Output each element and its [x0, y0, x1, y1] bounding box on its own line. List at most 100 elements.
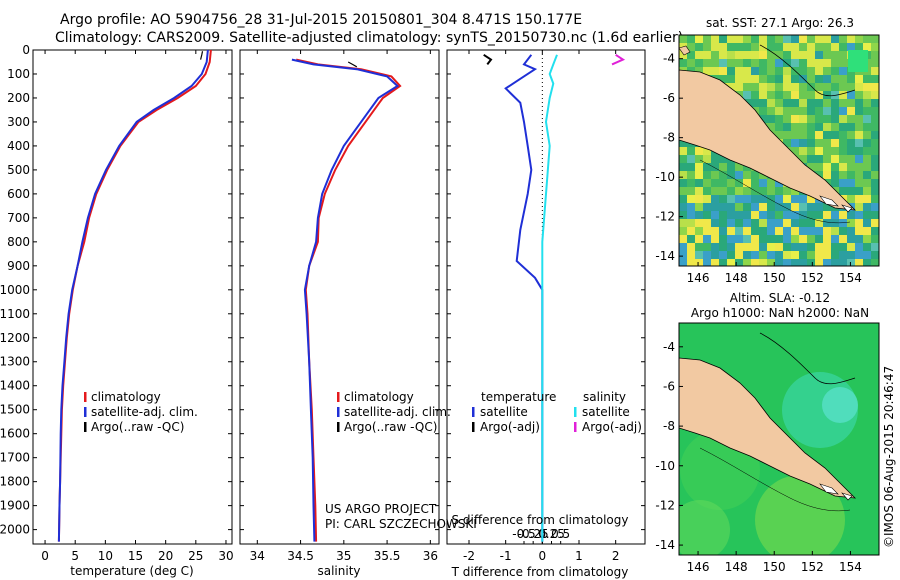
sst-cell: [823, 115, 831, 123]
map-x-tick-label: 146: [687, 560, 710, 574]
sst-cell: [767, 259, 775, 266]
sst-cell: [863, 107, 871, 115]
series-line-satellite: [291, 58, 400, 542]
sst-cell: [839, 227, 847, 235]
sst-cell: [871, 259, 879, 266]
sst-cell: [823, 131, 831, 139]
sst-cell: [863, 171, 871, 179]
sst-cell: [839, 67, 847, 75]
sst-cell: [775, 219, 783, 227]
sst-cell: [831, 211, 839, 219]
sst-cell: [679, 35, 687, 43]
sst-cell: [679, 147, 687, 155]
sst-cell: [719, 219, 727, 227]
sst-cell: [839, 99, 847, 107]
sst-cell: [847, 131, 855, 139]
sst-cell: [775, 107, 783, 115]
sst-cell: [735, 187, 743, 195]
sst-cell: [807, 163, 815, 171]
sst-cell: [703, 163, 711, 171]
sst-cell: [775, 99, 783, 107]
sst-cell: [855, 211, 863, 219]
sst-cell: [847, 91, 855, 99]
sst-cell: [791, 51, 799, 59]
sst-cell: [727, 75, 735, 83]
sst-cell: [735, 179, 743, 187]
y-tick-label: 1100: [0, 307, 30, 321]
sst-cell: [863, 219, 871, 227]
sst-cell: [775, 35, 783, 43]
sst-cell: [863, 251, 871, 259]
sst-cell: [719, 211, 727, 219]
salinity-panel-frame: [239, 49, 440, 545]
x-tick-label: 0: [539, 549, 547, 563]
sst-cell: [751, 267, 759, 275]
sst-cell: [759, 211, 767, 219]
sst-cell: [719, 203, 727, 211]
sla-map-frame: [678, 322, 880, 556]
sst-cell: [743, 235, 751, 243]
sst-cell: [775, 259, 783, 266]
sst-cell: [831, 259, 839, 266]
sst-cell: [711, 35, 719, 43]
sst-cell: [727, 235, 735, 243]
sst-cell: [839, 171, 847, 179]
sst-cell: [807, 107, 815, 115]
sst-cell: [711, 259, 719, 266]
sst-cell: [831, 139, 839, 147]
sst-cell: [775, 43, 783, 51]
sst-cell: [775, 211, 783, 219]
x-tick-label: 35: [336, 549, 351, 563]
sst-cell: [743, 35, 751, 43]
sst-cell: [871, 195, 879, 203]
sst-cell: [791, 227, 799, 235]
sst-cell: [791, 91, 799, 99]
sst-cell: [783, 91, 791, 99]
s-tick-label: -0.25: [518, 527, 549, 541]
sst-cell: [799, 195, 807, 203]
sst-cell: [775, 203, 783, 211]
sst-cell: [703, 155, 711, 163]
sst-cell: [839, 243, 847, 251]
sst-cell: [791, 43, 799, 51]
sst-cell: [823, 235, 831, 243]
x-tick-label: 35.5: [374, 549, 401, 563]
map-y-tick-label: -8: [663, 419, 675, 433]
sst-cell: [831, 171, 839, 179]
sst-cell: [815, 139, 823, 147]
sst-cell: [871, 147, 879, 155]
sst-cell: [831, 99, 839, 107]
sst-cell: [767, 83, 775, 91]
sst-cell: [847, 107, 855, 115]
sst-cell: [751, 171, 759, 179]
sst-cell: [719, 227, 727, 235]
sst-cell: [791, 83, 799, 91]
legend-label: satellite: [582, 405, 630, 419]
map-x-tick-label: 148: [725, 271, 748, 285]
sst-cell: [735, 75, 743, 83]
sst-cell: [759, 51, 767, 59]
sst-cell: [767, 123, 775, 131]
sst-cell: [791, 187, 799, 195]
sst-cell: [815, 99, 823, 107]
sst-cell: [799, 235, 807, 243]
sst-cell: [847, 99, 855, 107]
sst-cell: [695, 227, 703, 235]
sst-cell: [783, 43, 791, 51]
sst-cell: [719, 35, 727, 43]
sst-cell: [831, 235, 839, 243]
y-tick-label: 1500: [0, 403, 30, 417]
sst-cell: [815, 115, 823, 123]
sst-cell: [863, 187, 871, 195]
y-tick-label: 1000: [0, 283, 30, 297]
sst-cell: [767, 219, 775, 227]
sst-cell: [687, 179, 695, 187]
map-y-tick-label: -10: [655, 170, 675, 184]
sst-cell: [703, 147, 711, 155]
sst-cell: [759, 235, 767, 243]
sst-cell: [695, 51, 703, 59]
sst-cell: [799, 75, 807, 83]
sst-cell: [863, 131, 871, 139]
sst-cell: [759, 67, 767, 75]
